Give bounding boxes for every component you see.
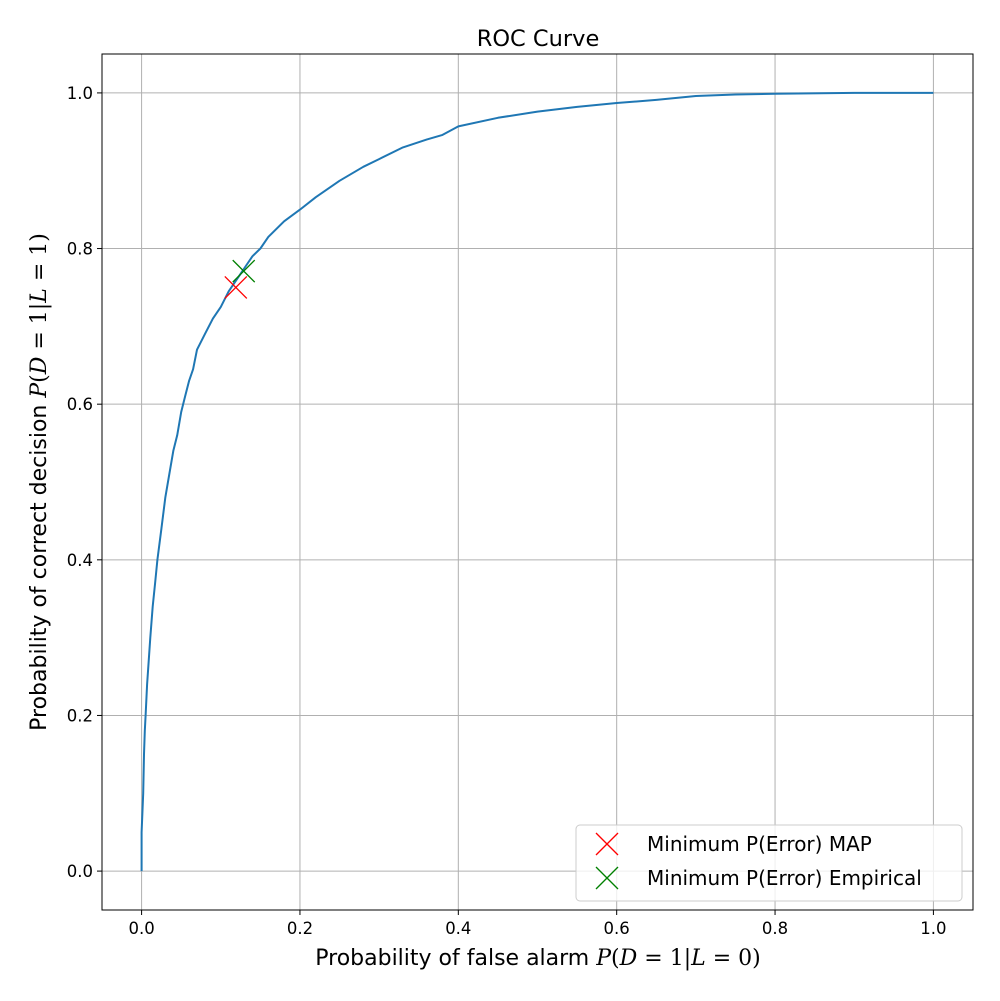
axes-frame: [101, 53, 974, 911]
y-axis-label-math-p: P: [27, 382, 52, 399]
x-axis: 0.0 0.2 0.4 0.6 0.8 1.0: [128, 910, 947, 938]
chart-title: ROC Curve: [477, 26, 600, 52]
roc-curve-line: [140, 91, 934, 872]
x-axis-label-math-open: (: [611, 946, 620, 971]
y-axis-label-math-d: D: [27, 356, 52, 375]
legend-marker-map-x-icon: [595, 832, 619, 856]
legend-entry-empirical: Minimum P(Error) Empirical: [595, 866, 922, 890]
x-tick-label: 1.0: [920, 919, 946, 938]
y-axis-label-math-l: L: [27, 288, 52, 304]
y-tick-label: 0.8: [67, 240, 93, 259]
marker-map-min-error: [224, 275, 248, 299]
marker-empirical-min-error: [232, 259, 256, 283]
y-tick-label: 0.2: [67, 706, 93, 725]
x-axis-label-math-l: L: [690, 946, 706, 971]
plot-area: [140, 91, 934, 872]
legend-label-empirical: Minimum P(Error) Empirical: [647, 866, 922, 890]
x-axis-label-math-close: = 0): [706, 946, 761, 971]
x-axis-label-math-d: D: [619, 946, 638, 971]
y-tick-label: 0.6: [67, 395, 93, 414]
x-axis-label-math-eq: = 1|: [637, 946, 691, 971]
legend-label-map: Minimum P(Error) MAP: [647, 832, 872, 856]
x-tick-label: 0.8: [762, 919, 788, 938]
legend-marker-empirical: [595, 866, 619, 890]
x-axis-label-math-p: P: [595, 946, 612, 971]
x-tick-label: 0.0: [128, 919, 154, 938]
y-axis: 0.0 0.2 0.4 0.6 0.8 1.0: [67, 84, 102, 881]
legend-marker-map: [595, 832, 619, 856]
legend: Minimum P(Error) MAP Minimum P(Error) Em…: [575, 824, 963, 902]
grid: [102, 54, 973, 910]
legend-box: [575, 824, 963, 902]
x-tick-label: 0.2: [287, 919, 313, 938]
marker-layer: [224, 259, 256, 299]
x-axis-label: Probability of false alarm P(D = 1|L = 0…: [315, 946, 760, 971]
x-axis-label-text: Probability of false alarm: [315, 946, 596, 971]
y-tick-label: 1.0: [67, 84, 93, 103]
y-axis-label-math-open: (: [27, 374, 52, 383]
y-axis-label-math-close: = 1): [27, 233, 52, 288]
y-tick-label: 0.0: [67, 862, 93, 881]
x-tick-label: 0.4: [445, 919, 471, 938]
y-axis-label-math-eq: = 1|: [27, 303, 52, 357]
y-axis-label: Probability of correct decision P(D = 1|…: [27, 233, 52, 731]
y-axis-label-text: Probability of correct decision: [27, 398, 52, 731]
y-tick-label: 0.4: [67, 551, 93, 570]
legend-marker-empirical-x-icon: [595, 866, 619, 890]
x-tick-label: 0.6: [604, 919, 630, 938]
legend-entry-map: Minimum P(Error) MAP: [595, 832, 872, 856]
